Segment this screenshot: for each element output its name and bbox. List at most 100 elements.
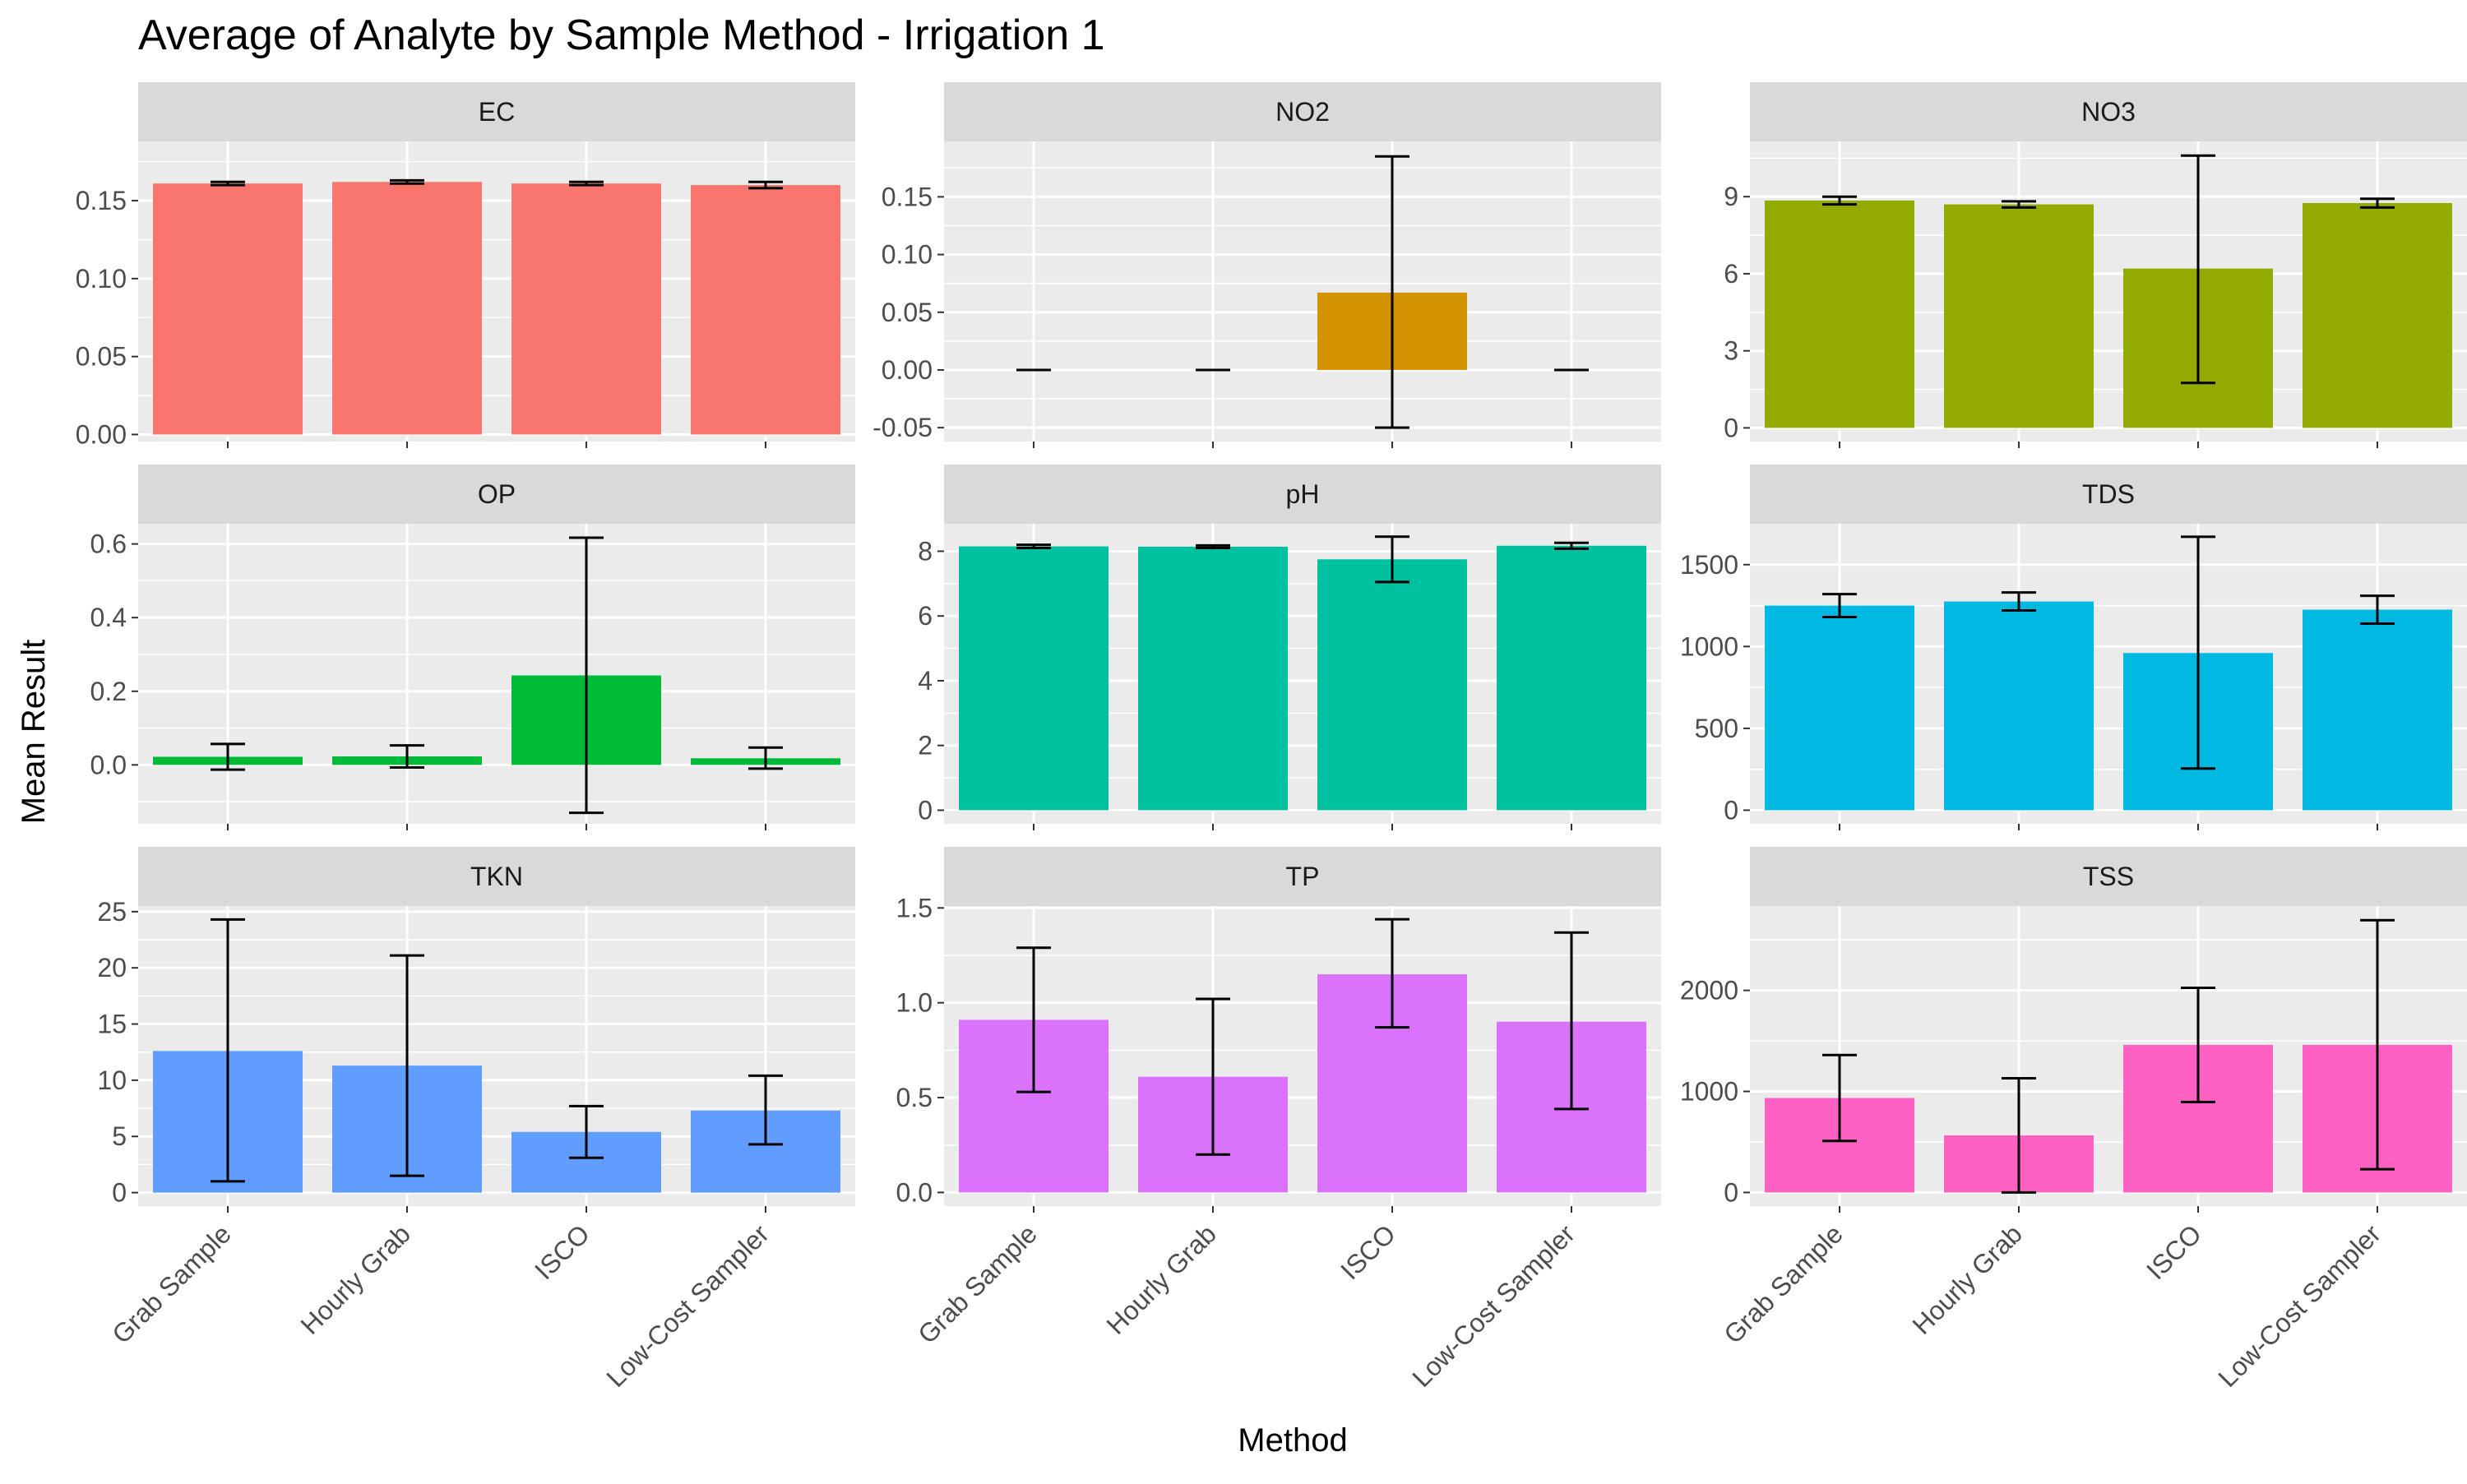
error-bar-tkn-hourly-grab	[390, 954, 424, 1177]
y-tick-label: 9	[1724, 182, 1738, 211]
y-tick-label: 1.0	[896, 988, 933, 1018]
error-bar-op-isco	[569, 536, 604, 815]
y-tick-label: 2	[918, 731, 933, 760]
error-bar-ph-hourly-grab	[1196, 543, 1230, 550]
y-tick-label: 20	[97, 953, 127, 982]
facet-tss: TSS 0 1000 2000 Grab Sample Hourly Grab ISCO Lo…	[1680, 847, 2467, 1393]
x-axis-title: Method	[1238, 1422, 1347, 1459]
y-tick-label: 0	[112, 1178, 127, 1208]
y-tick-label: 0.2	[90, 677, 127, 706]
bar-tds-hourly-grab[interactable]	[1944, 601, 2094, 811]
strip-no3	[1750, 82, 2467, 141]
y-tick-label: 0.05	[76, 342, 127, 372]
x-tick-label-grab-sample: Grab Sample	[106, 1218, 237, 1349]
y-tick-label: 0.0	[896, 1177, 933, 1207]
bar-no3-hourly-grab[interactable]	[1944, 204, 2094, 428]
y-axis-title: Mean Result	[16, 640, 52, 825]
chart-title: Average of Analyte by Sample Method - Ir…	[138, 12, 1104, 59]
bar-ec-isco[interactable]	[511, 183, 661, 435]
bar-tds-grab-sample[interactable]	[1765, 605, 1914, 811]
bar-no3-grab-sample[interactable]	[1765, 200, 1914, 428]
error-bar-ec-isco	[569, 180, 604, 187]
y-tick-label: -0.05	[872, 413, 933, 442]
y-tick-label: 0.15	[76, 186, 127, 215]
facet-no2: NO2 -0.05 0.00 0.05 0.10 0.15	[872, 82, 1661, 448]
strip-label-tss: TSS	[2083, 862, 2134, 891]
x-tick-label-isco: ISCO	[1335, 1218, 1401, 1285]
bar-ph-hourly-grab[interactable]	[1138, 546, 1288, 811]
bar-tds-low-cost-sampler[interactable]	[2303, 609, 2452, 811]
strip-label-no3: NO3	[2081, 97, 2136, 127]
strip-ec	[138, 82, 855, 141]
error-bar-ph-grab-sample	[1016, 543, 1051, 550]
error-bar-ec-grab-sample	[211, 180, 245, 187]
x-tick-label-hourly-grab: Hourly Grab	[295, 1218, 416, 1339]
facet-op: OP 0.0 0.2 0.4 0.6	[90, 465, 855, 830]
error-bar-no2-isco	[1375, 155, 1409, 429]
x-tick-label-grab-sample: Grab Sample	[912, 1218, 1043, 1349]
error-bar-tds-low-cost-sampler	[2360, 594, 2395, 625]
y-tick-label: 0.05	[882, 298, 933, 327]
y-tick-label: 2000	[1680, 976, 1738, 1006]
x-tick-label-isco: ISCO	[2141, 1218, 2207, 1285]
error-bar-tds-grab-sample	[1822, 593, 1857, 619]
facet-tds: TDS 0 500 1000 1500	[1680, 465, 2467, 830]
y-tick-label: 0.4	[90, 603, 127, 632]
panel-bg-op	[138, 524, 855, 824]
strip-label-ec: EC	[479, 97, 515, 127]
y-tick-label: 0	[1724, 1177, 1738, 1207]
bar-ec-grab-sample[interactable]	[153, 183, 303, 435]
error-bar-tkn-isco	[569, 1104, 604, 1159]
error-bar-tss-low-cost-sampler	[2360, 918, 2395, 1171]
y-tick-label: 0	[1724, 795, 1738, 825]
y-tick-label: 1.5	[896, 893, 933, 922]
strip-ph	[944, 465, 1661, 524]
error-bar-tss-isco	[2181, 987, 2215, 1103]
error-bar-ph-low-cost-sampler	[1554, 541, 1589, 550]
bar-ph-isco[interactable]	[1317, 559, 1467, 811]
bar-ph-grab-sample[interactable]	[959, 546, 1109, 811]
error-bar-tp-hourly-grab	[1196, 997, 1230, 1156]
error-bar-tp-grab-sample	[1016, 946, 1051, 1093]
error-bar-ec-hourly-grab	[390, 178, 424, 185]
bar-no3-low-cost-sampler[interactable]	[2303, 203, 2452, 428]
bar-ph-low-cost-sampler[interactable]	[1497, 545, 1646, 811]
error-bar-ph-isco	[1375, 535, 1409, 584]
y-tick-label: 1500	[1680, 550, 1738, 580]
error-bar-tp-isco	[1375, 918, 1409, 1029]
error-bar-tds-isco	[2181, 535, 2215, 770]
x-tick-label-isco: ISCO	[529, 1218, 595, 1285]
error-bar-tkn-low-cost-sampler	[748, 1074, 783, 1146]
y-tick-label: 1000	[1680, 1077, 1738, 1107]
strip-label-ph: pH	[1286, 479, 1320, 509]
error-bar-tss-hourly-grab	[2002, 1077, 2036, 1194]
strip-tss	[1750, 847, 2467, 906]
facet-tkn: TKN 0 5 10 15 20 25 Grab Sample Hourly Grab ISCO L…	[97, 847, 855, 1393]
y-tick-label: 5	[112, 1121, 127, 1151]
y-tick-label: 0.0	[90, 750, 127, 779]
y-tick-label: 0.10	[882, 240, 933, 270]
y-tick-label: 0.6	[90, 529, 127, 559]
error-bar-no3-hourly-grab	[2002, 200, 2036, 209]
bar-ec-hourly-grab[interactable]	[332, 182, 482, 435]
y-tick-label: 8	[918, 536, 933, 566]
strip-label-tds: TDS	[2082, 479, 2135, 509]
x-tick-label-hourly-grab: Hourly Grab	[1907, 1218, 2028, 1339]
error-bar-tkn-grab-sample	[211, 918, 245, 1183]
error-bar-op-low-cost-sampler	[748, 746, 783, 770]
error-bar-tss-grab-sample	[1822, 1053, 1857, 1143]
y-tick-label: 0.5	[896, 1083, 933, 1112]
y-tick-label: 0	[1724, 413, 1738, 442]
error-bar-op-hourly-grab	[390, 744, 424, 769]
facet-no3: NO3 0 3 6 9	[1724, 82, 2467, 448]
y-tick-label: 0.15	[882, 182, 933, 211]
y-tick-label: 25	[97, 897, 127, 927]
y-tick-label: 0	[918, 795, 933, 825]
y-tick-label: 0.10	[76, 264, 127, 294]
strip-label-op: OP	[478, 479, 516, 509]
bar-ec-low-cost-sampler[interactable]	[691, 185, 840, 435]
y-tick-label: 4	[918, 666, 933, 696]
strip-no2	[944, 82, 1661, 141]
strip-tp	[944, 847, 1661, 906]
